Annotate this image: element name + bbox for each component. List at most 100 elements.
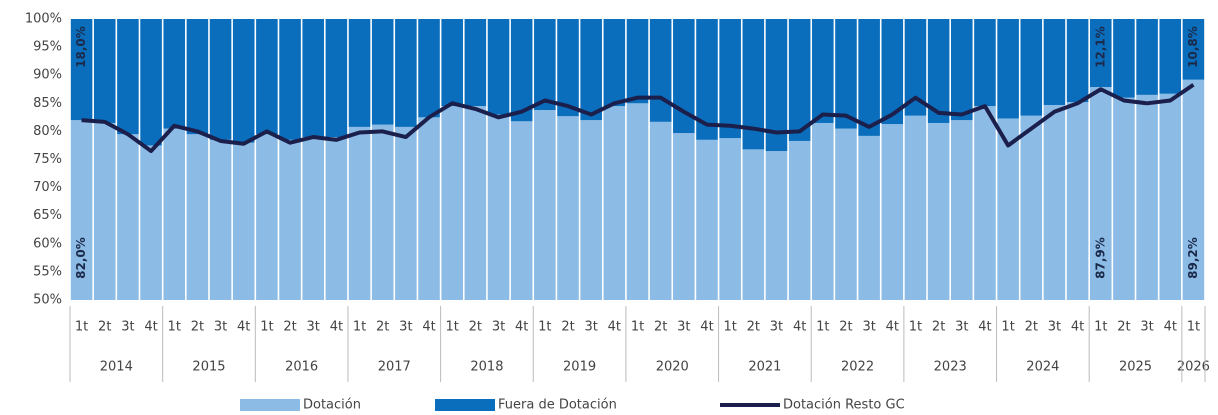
bar-segment bbox=[673, 133, 695, 300]
bar-segment bbox=[927, 122, 950, 300]
y-tick-label: 60% bbox=[33, 236, 62, 251]
bar-segment bbox=[371, 124, 394, 300]
legend-label: Dotación bbox=[303, 398, 361, 413]
year-label: 2021 bbox=[748, 360, 781, 375]
x-tick-label: 3t bbox=[584, 320, 597, 335]
value-label: 18,0% bbox=[74, 26, 88, 68]
bar-segment bbox=[93, 19, 116, 123]
x-tick-label: 3t bbox=[770, 320, 783, 335]
bar-segment bbox=[395, 19, 417, 127]
bar-segment bbox=[232, 19, 255, 143]
bar-segment bbox=[1020, 19, 1043, 116]
x-tick-label: 1t bbox=[353, 320, 366, 335]
bar-segment bbox=[1089, 19, 1112, 88]
x-tick-label: 3t bbox=[1140, 320, 1153, 335]
bar-segment bbox=[603, 106, 626, 300]
x-tick-label: 1t bbox=[538, 320, 551, 335]
x-tick-label: 4t bbox=[793, 320, 806, 335]
x-tick-label: 1t bbox=[260, 320, 273, 335]
year-label: 2025 bbox=[1119, 360, 1152, 375]
y-tick-label: 75% bbox=[33, 152, 62, 167]
year-label: 2015 bbox=[192, 360, 225, 375]
x-tick-label: 1t bbox=[1001, 320, 1014, 335]
x-tick-label: 2t bbox=[98, 320, 111, 335]
bar-segment bbox=[696, 19, 718, 140]
year-label: 2026 bbox=[1177, 360, 1210, 375]
bar-segment bbox=[974, 19, 996, 107]
line bbox=[81, 83, 1195, 154]
value-label: 89,2% bbox=[1186, 237, 1200, 279]
x-tick-label: 3t bbox=[121, 320, 134, 335]
bar-segment bbox=[788, 19, 811, 141]
bar-segment bbox=[348, 19, 371, 127]
x-tick-label: 3t bbox=[1048, 320, 1061, 335]
bar-segment bbox=[557, 116, 579, 300]
bar-segment bbox=[1182, 79, 1205, 300]
bar-segment bbox=[510, 19, 533, 122]
bar-segment bbox=[1066, 102, 1089, 301]
year-label: 2024 bbox=[1026, 360, 1059, 375]
bar-segment bbox=[186, 134, 209, 300]
x-tick-label: 1t bbox=[75, 320, 88, 335]
bar-segment bbox=[232, 142, 255, 300]
x-tick-label: 4t bbox=[515, 320, 528, 335]
bar-segment bbox=[487, 19, 510, 115]
bar-segment bbox=[302, 19, 324, 138]
x-tick-label: 3t bbox=[399, 320, 412, 335]
bar-segment bbox=[1113, 97, 1135, 301]
bar-segment bbox=[1113, 19, 1135, 98]
bar-segment bbox=[951, 120, 973, 300]
bar-segment bbox=[534, 19, 556, 111]
bar-segment bbox=[1066, 19, 1089, 103]
bar-segment bbox=[302, 137, 324, 300]
year-label: 2019 bbox=[563, 360, 596, 375]
bar-segment bbox=[510, 121, 533, 300]
x-tick-label: 4t bbox=[978, 320, 991, 335]
y-tick-label: 50% bbox=[33, 293, 62, 308]
bar-segment bbox=[1159, 93, 1182, 300]
bar-segment bbox=[580, 19, 602, 121]
bar-segment bbox=[93, 122, 116, 300]
bar-segment bbox=[1089, 87, 1112, 300]
bar-segment bbox=[279, 19, 301, 140]
bar-segment bbox=[1020, 115, 1043, 300]
bar-segment bbox=[626, 19, 649, 104]
legend-label: Fuera de Dotación bbox=[498, 398, 617, 413]
bar-segment bbox=[418, 117, 440, 300]
value-label: 87,9% bbox=[1093, 237, 1107, 279]
bar-segment bbox=[325, 19, 348, 138]
bar-segment bbox=[858, 135, 880, 300]
bar-segment bbox=[1182, 19, 1205, 80]
bar-segment bbox=[70, 120, 93, 300]
bar-segment bbox=[325, 137, 348, 300]
x-tick-label: 2t bbox=[932, 320, 945, 335]
bar-segment bbox=[835, 128, 857, 300]
bar-segment bbox=[835, 19, 857, 129]
bar-segment bbox=[649, 121, 672, 300]
legend-label: Dotación Resto GC bbox=[783, 398, 905, 413]
x-tick-label: 3t bbox=[955, 320, 968, 335]
bar-segment bbox=[487, 114, 510, 300]
bar-segment bbox=[256, 134, 278, 300]
bar-segment bbox=[1159, 19, 1182, 94]
bar-segment bbox=[673, 19, 695, 134]
bar-segment bbox=[1136, 94, 1158, 301]
bar-segment bbox=[626, 103, 649, 300]
bar-segment bbox=[1043, 104, 1066, 301]
x-tick-label: 2t bbox=[561, 320, 574, 335]
bar-segment bbox=[904, 19, 927, 116]
x-tick-label: 2t bbox=[1117, 320, 1130, 335]
x-tick-label: 3t bbox=[677, 320, 690, 335]
y-tick-label: 65% bbox=[33, 208, 62, 223]
bar-segment bbox=[395, 126, 417, 301]
y-tick-label: 70% bbox=[33, 180, 62, 195]
bar-segment bbox=[140, 19, 162, 146]
bar-segment bbox=[441, 19, 463, 107]
year-label: 2016 bbox=[285, 360, 318, 375]
bar-segment bbox=[371, 19, 394, 125]
bar-segment bbox=[951, 19, 973, 121]
bar-segment bbox=[696, 139, 718, 300]
bar-segment bbox=[348, 126, 371, 301]
x-tick-label: 4t bbox=[422, 320, 435, 335]
x-tick-label: 4t bbox=[330, 320, 343, 335]
